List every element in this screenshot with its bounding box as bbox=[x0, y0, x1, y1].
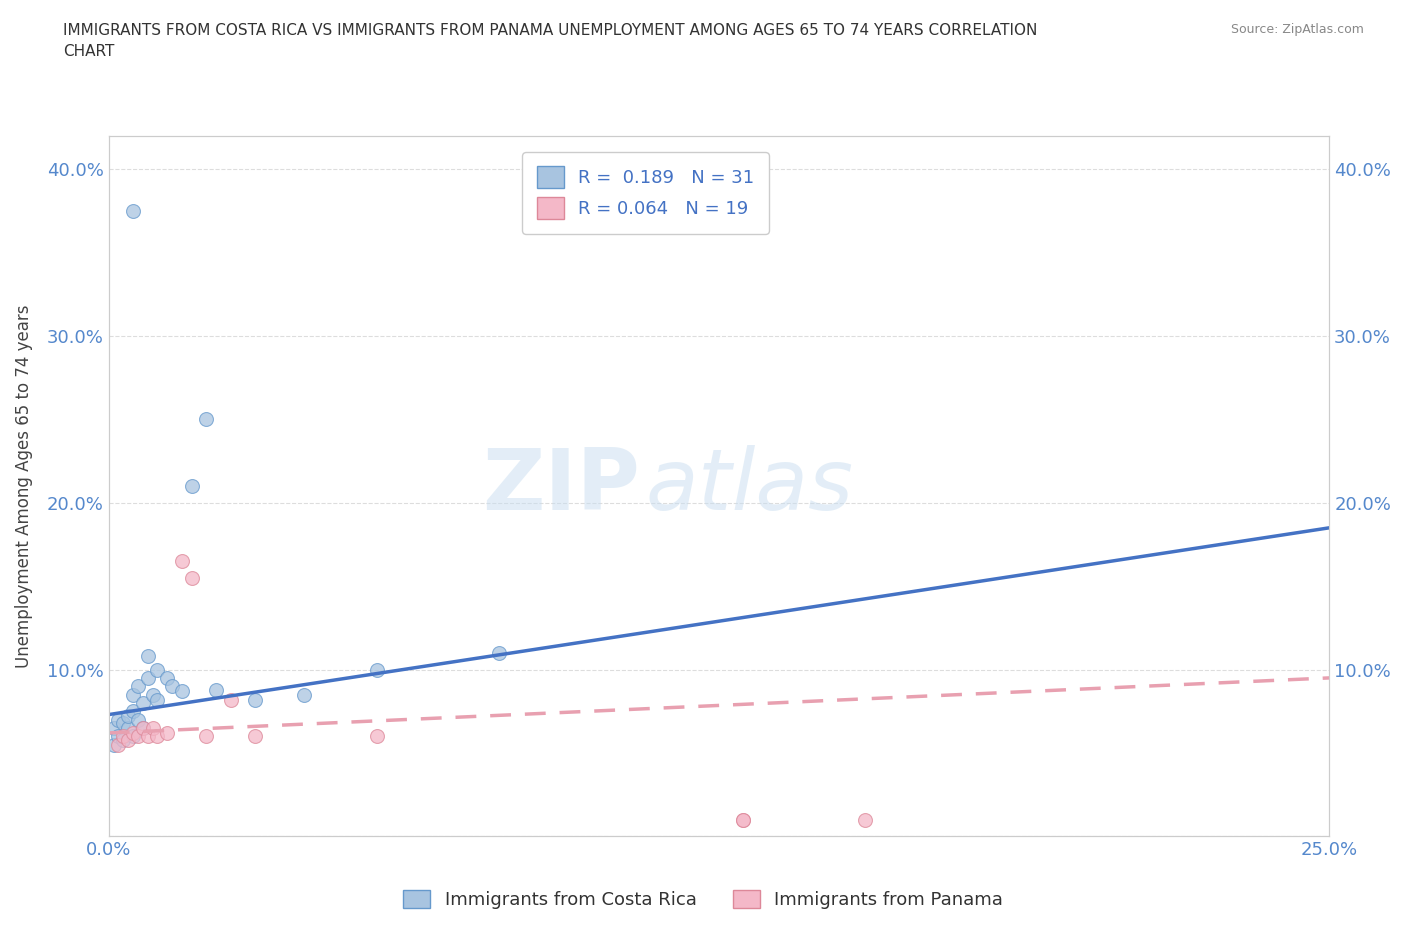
Point bbox=[107, 737, 129, 752]
Point bbox=[127, 679, 149, 694]
Point bbox=[195, 412, 218, 427]
Point bbox=[195, 729, 218, 744]
Point bbox=[156, 671, 179, 685]
Point bbox=[107, 712, 129, 727]
Point bbox=[122, 704, 145, 719]
Point bbox=[117, 732, 139, 747]
Point bbox=[117, 721, 139, 736]
Point bbox=[366, 662, 388, 677]
Point bbox=[117, 709, 139, 724]
Point bbox=[112, 715, 135, 730]
Point bbox=[142, 687, 165, 702]
Point bbox=[112, 732, 135, 747]
Text: atlas: atlas bbox=[645, 445, 853, 527]
Point bbox=[170, 684, 193, 698]
Point bbox=[292, 687, 315, 702]
Point bbox=[170, 553, 193, 568]
Point bbox=[366, 729, 388, 744]
Point bbox=[488, 645, 510, 660]
Text: ZIP: ZIP bbox=[482, 445, 640, 527]
Point bbox=[243, 729, 266, 744]
Point bbox=[243, 692, 266, 707]
Point bbox=[219, 692, 242, 707]
Point bbox=[733, 812, 755, 827]
Legend: R =  0.189   N = 31, R = 0.064   N = 19: R = 0.189 N = 31, R = 0.064 N = 19 bbox=[523, 152, 769, 234]
Point bbox=[136, 729, 159, 744]
Point bbox=[132, 721, 155, 736]
Point bbox=[146, 692, 169, 707]
Text: Source: ZipAtlas.com: Source: ZipAtlas.com bbox=[1230, 23, 1364, 36]
Point bbox=[122, 725, 145, 740]
Point bbox=[107, 729, 129, 744]
Y-axis label: Unemployment Among Ages 65 to 74 years: Unemployment Among Ages 65 to 74 years bbox=[15, 304, 32, 668]
Point bbox=[146, 662, 169, 677]
Point bbox=[180, 570, 202, 585]
Point bbox=[855, 812, 877, 827]
Point bbox=[127, 712, 149, 727]
Point bbox=[142, 721, 165, 736]
Point bbox=[136, 671, 159, 685]
Point bbox=[136, 649, 159, 664]
Point bbox=[122, 687, 145, 702]
Point bbox=[112, 729, 135, 744]
Point bbox=[127, 729, 149, 744]
Point bbox=[733, 812, 755, 827]
Point bbox=[146, 729, 169, 744]
Point bbox=[156, 725, 179, 740]
Point bbox=[180, 479, 202, 494]
Point bbox=[122, 729, 145, 744]
Point bbox=[132, 721, 155, 736]
Point bbox=[205, 682, 228, 697]
Point bbox=[160, 679, 183, 694]
Point bbox=[103, 721, 125, 736]
Text: IMMIGRANTS FROM COSTA RICA VS IMMIGRANTS FROM PANAMA UNEMPLOYMENT AMONG AGES 65 : IMMIGRANTS FROM COSTA RICA VS IMMIGRANTS… bbox=[63, 23, 1038, 60]
Point bbox=[132, 696, 155, 711]
Point bbox=[122, 204, 145, 219]
Legend: Immigrants from Costa Rica, Immigrants from Panama: Immigrants from Costa Rica, Immigrants f… bbox=[396, 883, 1010, 916]
Point bbox=[103, 737, 125, 752]
